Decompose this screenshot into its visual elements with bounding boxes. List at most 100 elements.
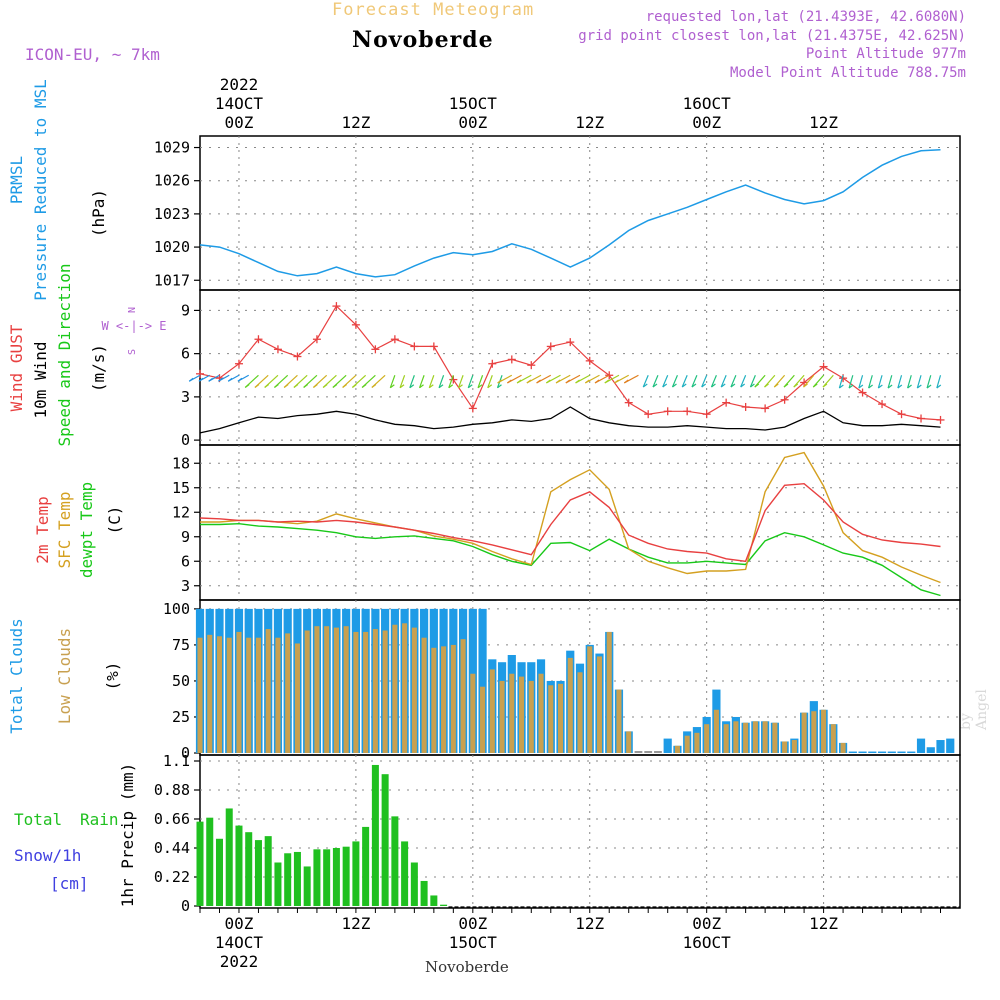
wind-direction-arrowhead [244,383,250,388]
wind-direction-arrowhead [887,384,893,389]
rain-bar [303,866,311,906]
compass-north: N [127,307,138,313]
gust-point [702,410,711,419]
wind-direction-arrowhead [877,384,883,389]
y-tick-label: 3 [181,388,190,406]
y-tick-label: 1020 [154,238,190,256]
rain-bar [362,826,370,906]
total-cloud-bar [926,747,935,753]
y-tick-label: 1029 [154,139,190,157]
wind-direction-arrowhead [399,384,405,389]
time-tick-label-bottom: 15OCT [449,933,498,952]
y-tick-label: 1023 [154,205,190,223]
low-cloud-bar [694,732,700,753]
y-tick-label: 25 [172,708,190,726]
compass-south: S [127,349,138,355]
wind-direction-arrowhead [198,377,204,382]
low-cloud-bar [421,637,427,753]
gust-point [585,356,594,365]
wind-direction-arrowhead [506,379,512,384]
wind-direction-arrow [907,375,912,389]
y-tick-label: 0 [181,744,190,762]
rain-bar [381,774,389,906]
wind-direction-arrow [730,375,737,388]
temp-unit: (C) [105,506,124,535]
rain-bar [401,841,409,906]
wind-direction-arrowhead [584,379,590,384]
model-label: ICON-EU, ~ 7km [25,45,160,64]
wind-direction-arrowhead [188,377,194,382]
gust-point [351,320,360,329]
low-cloud-bar [840,742,846,753]
low-cloud-bar [275,637,281,753]
gust-point [390,335,399,344]
low-cloud-bar [285,633,291,753]
wind-direction-arrow [897,375,903,389]
gust-point [897,410,906,419]
total-cloud-bar [663,738,672,753]
gust-point [819,362,828,371]
wind-direction-arrowhead [313,383,318,388]
low-cloud-bar [548,685,554,753]
gust-point [741,402,750,411]
wind-direction-arrowhead [371,383,377,388]
y-tick-label: 0.22 [154,868,190,886]
y-tick-label: 15 [172,479,190,497]
wind-direction-arrowhead [691,383,697,388]
wind-direction-arrowhead [487,384,493,389]
gust-point [293,352,302,361]
low-cloud-bar [509,673,515,753]
rain-bar [410,862,418,906]
low-cloud-bar [363,631,369,753]
chart-title: Forecast Meteogram [332,0,535,20]
wind-direction-arrowhead [332,383,338,388]
wind-direction-arrowhead [642,383,648,388]
wind-direction-arrowhead [623,379,629,384]
dewpoint-label: dewpt Temp [77,482,96,578]
gust-point [624,398,633,407]
wind-direction-arrowhead [764,383,769,388]
rain-bar [332,848,340,906]
requested-coords: requested lon,lat (21.4393E, 42.6080N) [645,9,966,25]
total-cloud-bar [858,751,867,753]
y-tick-label: 0 [181,897,190,915]
rain-bar [430,895,438,906]
wind-direction-arrowhead [448,384,454,389]
sfc-temp-label: SFC Temp [55,491,74,568]
rain-bar [196,821,204,906]
wind-direction-arrow [710,375,717,388]
wind-direction-arrow [477,375,484,388]
low-cloud-bar [207,634,213,753]
panel-frame-pressure [199,135,961,291]
low-cloud-bar [713,709,719,753]
wind-direction-arrowhead [711,383,716,388]
wind-direction-arrow [936,375,942,389]
wind-direction-arrowhead [536,379,541,384]
y-tick-label: 6 [181,345,190,363]
low-cloud-bar [499,680,505,753]
rain-bar [206,817,214,906]
pressure-label-long: Pressure Reduced to MSL [31,79,50,301]
low-cloud-bar [577,672,583,753]
rain-bar [420,880,428,906]
low-cloud-bar [674,745,680,753]
wind-direction-arrowhead [555,379,561,384]
rain-bar [293,851,301,906]
low-cloud-bar [684,735,690,753]
low-cloud-bar [353,631,359,753]
gust-point [254,335,263,344]
low-cloud-bar [470,673,476,753]
wind-direction-arrowhead [497,384,502,389]
wind-direction-arrowhead [409,384,415,389]
low-cloud-bar [489,669,495,753]
low-cloud-bar [324,626,330,753]
wind-direction-arrowhead [926,384,932,389]
wind-direction-arrow [701,375,708,388]
low-cloud-bar [567,657,573,753]
wind-direction-arrow [848,375,854,389]
low-cloud-bar [704,724,710,753]
time-tick-label-top: 12Z [575,113,604,132]
gust-point [663,407,672,416]
wind-direction-arrow [409,375,415,388]
clouds-unit: (%) [103,662,122,691]
